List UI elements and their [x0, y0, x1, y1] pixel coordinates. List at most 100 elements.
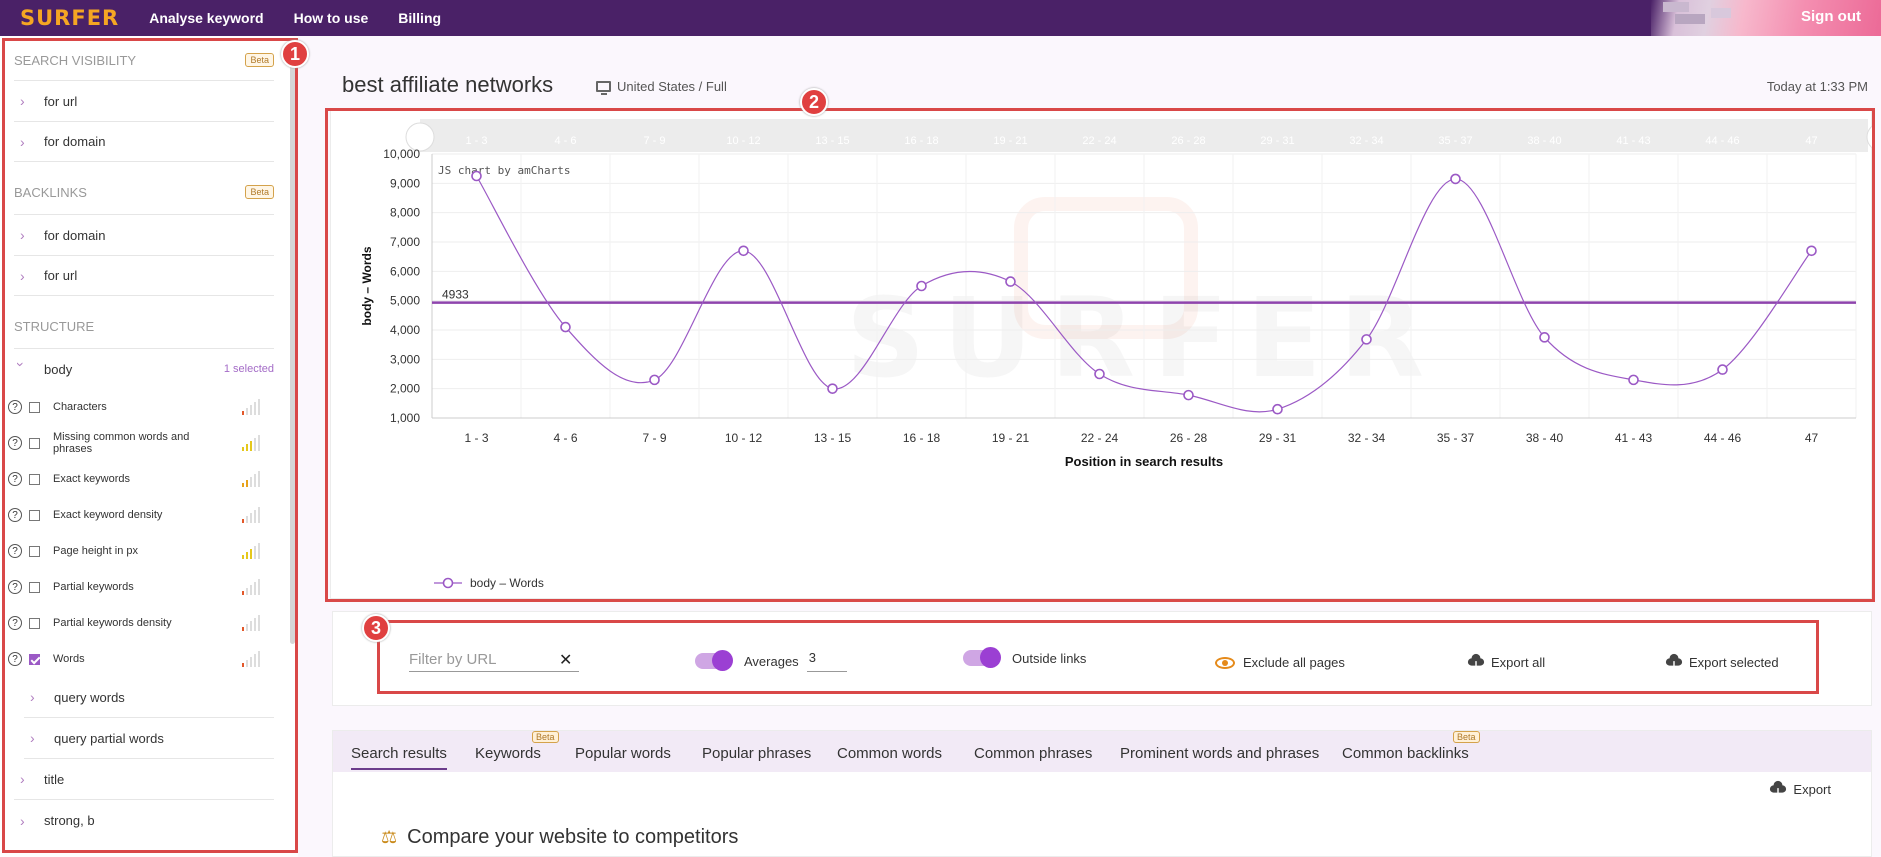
x-tick-label: 35 - 37 — [1437, 431, 1475, 445]
metric-row[interactable]: ? Missing common words and phrases — [0, 425, 298, 461]
tab-common-backlinks[interactable]: Common backlinks — [1342, 745, 1469, 762]
averages-toggle[interactable] — [695, 650, 733, 671]
sidebar-item-title[interactable]: › title — [14, 759, 274, 800]
outside-links-toggle[interactable] — [963, 647, 1001, 668]
tab-common-words[interactable]: Common words — [837, 745, 943, 762]
nav-billing[interactable]: Billing — [398, 10, 442, 26]
filter-group: ✕ — [409, 648, 579, 672]
help-icon[interactable]: ? — [8, 580, 22, 594]
timestamp: Today at 1:33 PM — [1766, 79, 1868, 94]
average-label: 4933 — [442, 288, 469, 302]
tab-popular-phrases[interactable]: Popular phrases — [702, 745, 812, 762]
metric-row[interactable]: ? Exact keyword density — [0, 497, 298, 533]
averages-input[interactable]: 3 — [806, 650, 847, 672]
filter-by-url-input[interactable] — [409, 648, 579, 672]
line-chart: 1 - 3 4 - 6 7 - 9 10 - 12 13 - 15 16 - 18 19 -… — [360, 119, 1873, 590]
annotation-box-2 — [325, 108, 1875, 602]
signal-strength-icon — [242, 471, 260, 487]
eye-icon — [1215, 656, 1235, 669]
sidebar-item-visibility-domain[interactable]: › for domain — [14, 121, 274, 162]
metric-row[interactable]: ? Words — [0, 641, 298, 677]
sidebar-item-label: query words — [54, 689, 125, 705]
y-tick-label: 3,000 — [390, 352, 420, 366]
clear-icon[interactable]: ✕ — [559, 652, 573, 669]
metric-label: Exact keyword density — [53, 509, 163, 521]
scrollbar-label: 19 - 21 — [993, 135, 1027, 147]
sign-out-link[interactable]: Sign out — [1801, 8, 1861, 25]
metrics-list: ? Characters? Missing common words and phr… — [0, 389, 298, 677]
sidebar-item-visibility-url[interactable]: › for url — [14, 80, 274, 121]
tab-keywords[interactable]: Keywords — [475, 745, 541, 762]
metric-row[interactable]: ? Exact keywords — [0, 461, 298, 497]
sidebar-item-backlinks-url[interactable]: › for url — [14, 255, 274, 296]
signal-strength-icon — [242, 651, 260, 667]
surfer-logo[interactable]: SURFER — [20, 6, 120, 30]
x-axis-title: Position in search results — [1065, 454, 1223, 469]
tab-common-phrases[interactable]: Common phrases — [974, 745, 1093, 762]
y-axis-title: body – Words — [360, 246, 374, 325]
section-backlinks: BACKLINKS Beta — [0, 170, 298, 214]
sidebar-item-body[interactable]: › body 1 selected — [13, 348, 274, 389]
metric-checkbox[interactable] — [29, 473, 40, 485]
help-icon[interactable]: ? — [8, 508, 22, 522]
y-tick-label: 5,000 — [390, 294, 420, 308]
help-icon[interactable]: ? — [8, 472, 22, 486]
scrollbar-label: 47 — [1805, 135, 1817, 147]
nav-how-to-use[interactable]: How to use — [293, 10, 369, 26]
section-title: SEARCH VISIBILITY — [14, 52, 137, 68]
signal-strength-icon — [242, 399, 260, 415]
tab-popular-words[interactable]: Popular words — [575, 745, 671, 762]
page-title: best affiliate networks — [342, 72, 554, 97]
x-tick-label: 26 - 28 — [1170, 431, 1208, 445]
metric-label: Exact keywords — [53, 473, 131, 485]
y-tick-label: 8,000 — [390, 206, 420, 220]
metric-label: Partial keywords — [53, 581, 134, 593]
sidebar-item-strong[interactable]: › strong, b — [14, 800, 274, 841]
exclude-all-button[interactable]: Exclude all pages — [1215, 655, 1345, 670]
help-icon[interactable]: ? — [8, 544, 22, 558]
signal-strength-icon — [242, 615, 260, 631]
annotation-badge-2: 2 — [800, 88, 828, 116]
metric-row[interactable]: ? Characters — [0, 389, 298, 425]
tab-search-results[interactable]: Search results — [351, 745, 447, 770]
help-icon[interactable]: ? — [8, 400, 22, 414]
metric-row[interactable]: ? Page height in px — [0, 533, 298, 569]
sidebar-item-query-partial-words[interactable]: › query partial words — [24, 718, 274, 759]
scrollbar-label: 35 - 37 — [1438, 135, 1472, 147]
help-icon[interactable]: ? — [8, 652, 22, 666]
sidebar-item-query-words[interactable]: › query words — [24, 677, 274, 718]
nav-analyse-keyword[interactable]: Analyse keyword — [149, 10, 264, 26]
x-tick-label: 38 - 40 — [1526, 431, 1564, 445]
results-tabs-panel: Search results Keywords Beta Popular wor… — [332, 730, 1872, 857]
chart-scrollbar — [420, 119, 1868, 152]
sidebar-scrollbar[interactable] — [290, 44, 295, 644]
metric-row[interactable]: ? Partial keywords density — [0, 605, 298, 641]
export-selected-button[interactable]: Export selected — [1665, 653, 1779, 671]
legend-marker — [442, 577, 454, 589]
export-button[interactable]: Export — [1769, 780, 1831, 798]
metric-checkbox[interactable] — [29, 509, 40, 521]
export-all-button[interactable]: Export all — [1467, 653, 1545, 671]
scrollbar-label: 32 - 34 — [1349, 135, 1383, 147]
scrollbar-label: 38 - 40 — [1527, 135, 1561, 147]
metric-checkbox[interactable] — [29, 437, 40, 449]
sidebar-item-label: body — [44, 361, 73, 377]
chevron-right-icon: › — [30, 730, 35, 746]
chevron-right-icon: › — [20, 133, 25, 150]
outside-links-label: Outside links — [1012, 650, 1087, 666]
help-icon[interactable]: ? — [8, 616, 22, 630]
tab-prominent-words[interactable]: Prominent words and phrases — [1120, 745, 1320, 762]
metric-row[interactable]: ? Partial keywords — [0, 569, 298, 605]
sidebar-item-label: title — [44, 771, 65, 787]
y-tick-label: 6,000 — [390, 264, 420, 278]
metric-checkbox[interactable] — [29, 401, 40, 413]
metric-checkbox[interactable] — [29, 617, 40, 629]
metric-checkbox[interactable] — [29, 581, 40, 593]
metric-checkbox[interactable] — [29, 653, 40, 665]
export-all-label: Export all — [1491, 654, 1546, 670]
y-tick-label: 9,000 — [390, 176, 420, 190]
metric-checkbox[interactable] — [29, 545, 40, 557]
scrollbar-label: 29 - 31 — [1260, 135, 1294, 147]
help-icon[interactable]: ? — [8, 436, 22, 450]
sidebar-item-backlinks-domain[interactable]: › for domain — [14, 214, 274, 255]
